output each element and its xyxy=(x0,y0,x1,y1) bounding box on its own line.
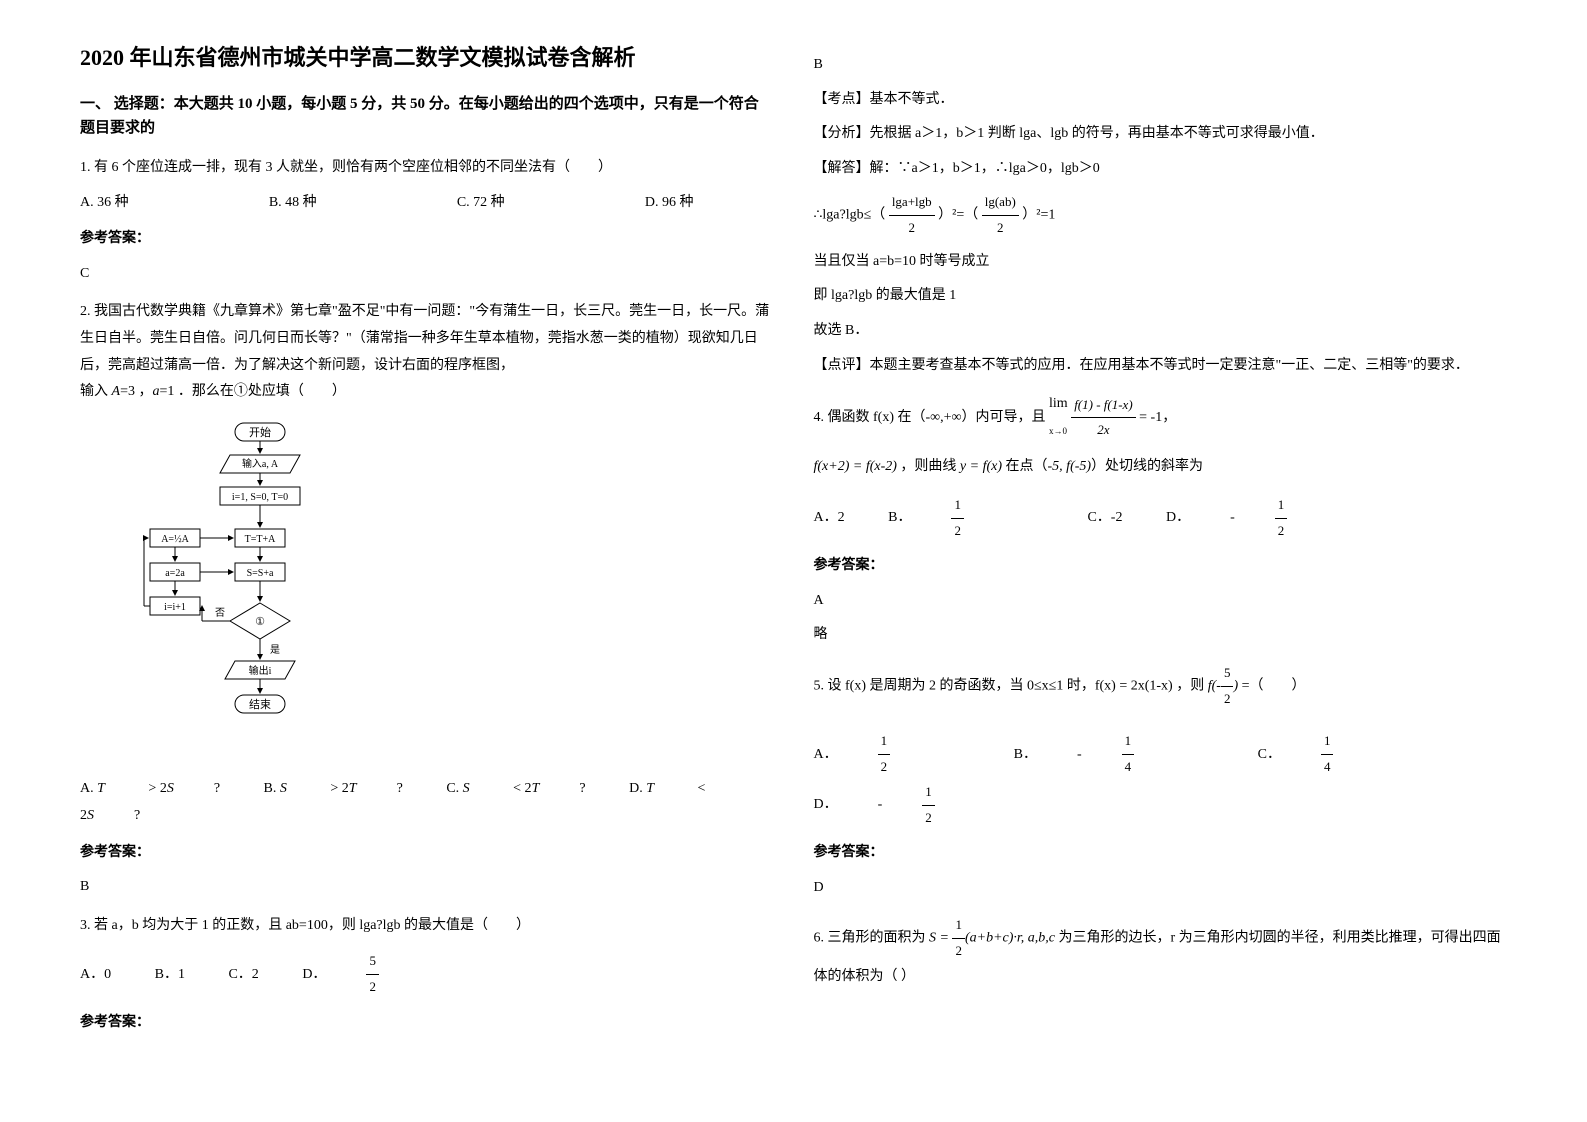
svg-text:i=i+1: i=i+1 xyxy=(164,602,186,613)
svg-text:否: 否 xyxy=(215,607,225,619)
q3-optC: C．2 xyxy=(228,967,258,982)
q5-answer: D xyxy=(814,875,1508,902)
q4-optD: D．-12 xyxy=(1166,510,1367,525)
question-4: 4. 偶函数 f(x) 在（-∞,+∞）内可导，且 limx→0 f(1) - … xyxy=(814,391,1508,649)
q2-optC: C. S < 2T? xyxy=(446,781,585,796)
q3-text: 3. 若 a，b 均为大于 1 的正数，且 ab=100，则 lga?lgb 的… xyxy=(80,913,774,940)
q5-text: 5. 设 f(x) 是周期为 2 的奇函数，当 0≤x≤1 时，f(x) = 2… xyxy=(814,661,1508,711)
q4-text1: 4. 偶函数 f(x) 在（-∞,+∞）内可导，且 limx→0 f(1) - … xyxy=(814,391,1508,444)
q5-optA: A．12 xyxy=(814,747,971,762)
q1-optC: C. 72 种 xyxy=(457,190,505,217)
flowchart: 开始 输入a, A i=1, S=0, T=0 A=½A T=T+A xyxy=(140,421,774,762)
q2-text1: 2. 我国古代数学典籍《九章算术》第七章"盈不足"中有一问题："今有蒲生一日，长… xyxy=(80,299,774,379)
svg-text:输入a, A: 输入a, A xyxy=(242,457,279,470)
question-1: 1. 有 6 个座位连成一排，现有 3 人就坐，则恰有两个空座位相邻的不同坐法有… xyxy=(80,155,774,287)
svg-text:开始: 开始 xyxy=(249,425,271,439)
q1-optB: B. 48 种 xyxy=(269,190,317,217)
svg-text:①: ① xyxy=(255,616,265,628)
q1-answer: C xyxy=(80,261,774,288)
q4-answer-label: 参考答案： xyxy=(814,553,1508,580)
svg-text:结束: 结束 xyxy=(249,698,271,711)
question-5: 5. 设 f(x) 是周期为 2 的奇函数，当 0≤x≤1 时，f(x) = 2… xyxy=(814,661,1508,901)
q3-jieda1: 【解答】解：∵a＞1，b＞1，∴lga＞0，lgb＞0 xyxy=(814,156,1508,183)
q5-optD: D．-12 xyxy=(814,797,1015,812)
q2-optB: B. S > 2T? xyxy=(264,781,403,796)
q3-optD: D．52 xyxy=(302,967,459,982)
q3-dianping: 【点评】本题主要考查基本不等式的应用．在应用基本不等式时一定要注意"一正、二定、… xyxy=(814,353,1508,380)
q5-answer-label: 参考答案： xyxy=(814,840,1508,867)
q3-answer-label: 参考答案： xyxy=(80,1010,774,1037)
section-header: 一、 选择题：本大题共 10 小题，每小题 5 分，共 50 分。在每小题给出的… xyxy=(80,92,774,140)
page-title: 2020 年山东省德州市城关中学高二数学文模拟试卷含解析 xyxy=(80,40,774,72)
q4-optB: B．12 xyxy=(888,510,1044,525)
question-3: 3. 若 a，b 均为大于 1 的正数，且 ab=100，则 lga?lgb 的… xyxy=(80,913,774,1037)
q3-optA: A．0 xyxy=(80,967,111,982)
q3-jieda5: 故选 B． xyxy=(814,318,1508,345)
q1-optA: A. 36 种 xyxy=(80,190,129,217)
q3-jieda3: 当且仅当 a=b=10 时等号成立 xyxy=(814,249,1508,276)
svg-text:S=S+a: S=S+a xyxy=(247,568,274,579)
q1-answer-label: 参考答案： xyxy=(80,226,774,253)
q3-answer: B xyxy=(814,52,1508,79)
svg-text:是: 是 xyxy=(270,644,280,656)
q3-jieda4: 即 lga?lgb 的最大值是 1 xyxy=(814,283,1508,310)
svg-text:i=1, S=0, T=0: i=1, S=0, T=0 xyxy=(232,492,288,503)
q3-optB: B．1 xyxy=(155,967,185,982)
q1-optD: D. 96 种 xyxy=(645,190,694,217)
svg-text:T=T+A: T=T+A xyxy=(245,534,276,545)
q2-optA: A. T > 2S? xyxy=(80,781,220,796)
q3-fenxi: 【分析】先根据 a＞1，b＞1 判断 lga、lgb 的符号，再由基本不等式可求… xyxy=(814,121,1508,148)
q2-text2: 输入 A=3 ，a=1 ．那么在①处应填（ ） xyxy=(80,379,774,406)
q4-optA: A．2 xyxy=(814,510,845,525)
svg-text:a=2a: a=2a xyxy=(165,568,185,579)
q6-text: 6. 三角形的面积为 S = 12(a+b+c)·r, a,b,c 为三角形的边… xyxy=(814,913,1508,990)
q4-text2: f(x+2) = f(x-2) ，则曲线 y = f(x) 在点（-5, f(-… xyxy=(814,454,1508,481)
q4-optC: C．-2 xyxy=(1087,510,1122,525)
q4-lue: 略 xyxy=(814,622,1508,649)
svg-text:输出i: 输出i xyxy=(249,664,272,677)
q4-answer: A xyxy=(814,588,1508,615)
q3-jieda2: ∴lga?lgb≤（ lga+lgb2 ）²=（ lg(ab)2 ）²=1 xyxy=(814,190,1508,240)
question-6: 6. 三角形的面积为 S = 12(a+b+c)·r, a,b,c 为三角形的边… xyxy=(814,913,1508,990)
q2-answer: B xyxy=(80,874,774,901)
question-2: 2. 我国古代数学典籍《九章算术》第七章"盈不足"中有一问题："今有蒲生一日，长… xyxy=(80,299,774,900)
q3-kaodian: 【考点】基本不等式． xyxy=(814,87,1508,114)
svg-text:A=½A: A=½A xyxy=(161,534,189,545)
q2-answer-label: 参考答案： xyxy=(80,840,774,867)
question-3-cont: B 【考点】基本不等式． 【分析】先根据 a＞1，b＞1 判断 lga、lgb … xyxy=(814,52,1508,379)
q5-optC: C．14 xyxy=(1258,747,1414,762)
q1-text: 1. 有 6 个座位连成一排，现有 3 人就坐，则恰有两个空座位相邻的不同坐法有… xyxy=(80,155,774,182)
q5-optB: B．-14 xyxy=(1014,747,1215,762)
